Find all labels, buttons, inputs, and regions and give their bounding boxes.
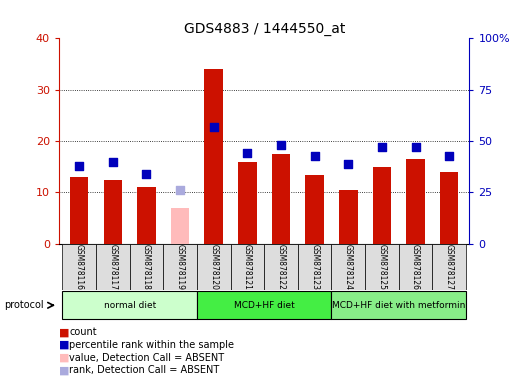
Text: ■: ■ [59,340,69,350]
Text: rank, Detection Call = ABSENT: rank, Detection Call = ABSENT [69,365,220,375]
Bar [365,244,399,290]
Bar [339,190,358,244]
Bar [331,244,365,290]
Point [142,171,150,177]
Text: GSM878123: GSM878123 [310,244,319,290]
Text: protocol: protocol [4,300,44,310]
Point [210,124,218,130]
Text: GSM878121: GSM878121 [243,244,252,290]
Bar [171,208,189,244]
Bar [137,187,156,244]
Bar [63,244,96,290]
Point [277,142,285,148]
Bar [205,69,223,244]
Point [445,152,453,159]
Bar [130,244,163,290]
Bar [305,174,324,244]
Bar [70,177,88,244]
Bar [399,244,432,290]
Bar [331,291,466,319]
Bar [372,167,391,244]
Text: GSM878119: GSM878119 [175,244,185,290]
Point [243,151,251,157]
Text: ■: ■ [59,353,69,362]
Bar [406,159,425,244]
Text: ■: ■ [59,327,69,337]
Bar [197,244,230,290]
Text: GSM878118: GSM878118 [142,244,151,290]
Text: GSM878116: GSM878116 [75,244,84,290]
Text: GSM878120: GSM878120 [209,244,218,290]
Text: percentile rank within the sample: percentile rank within the sample [69,340,234,350]
Bar [264,244,298,290]
Text: GSM878122: GSM878122 [277,244,286,290]
Point [411,144,420,151]
Bar [96,244,130,290]
Point [378,144,386,151]
Text: GSM878117: GSM878117 [108,244,117,290]
Text: GSM878126: GSM878126 [411,244,420,290]
Bar [298,244,331,290]
Bar [238,162,256,244]
Text: ■: ■ [59,365,69,375]
Bar [432,244,466,290]
Bar [440,172,459,244]
Bar [63,291,197,319]
Title: GDS4883 / 1444550_at: GDS4883 / 1444550_at [184,22,345,36]
Text: normal diet: normal diet [104,301,156,310]
Bar [272,154,290,244]
Bar [104,180,122,244]
Text: GSM878127: GSM878127 [445,244,453,290]
Text: GSM878124: GSM878124 [344,244,353,290]
Point [310,152,319,159]
Point [109,159,117,165]
Text: MCD+HF diet: MCD+HF diet [234,301,294,310]
Text: count: count [69,327,97,337]
Bar [230,244,264,290]
Bar [163,244,197,290]
Text: value, Detection Call = ABSENT: value, Detection Call = ABSENT [69,353,224,362]
Text: GSM878125: GSM878125 [378,244,386,290]
Text: MCD+HF diet with metformin: MCD+HF diet with metformin [332,301,465,310]
Point [344,161,352,167]
Point [176,187,184,194]
Point [75,163,83,169]
Bar [197,291,331,319]
